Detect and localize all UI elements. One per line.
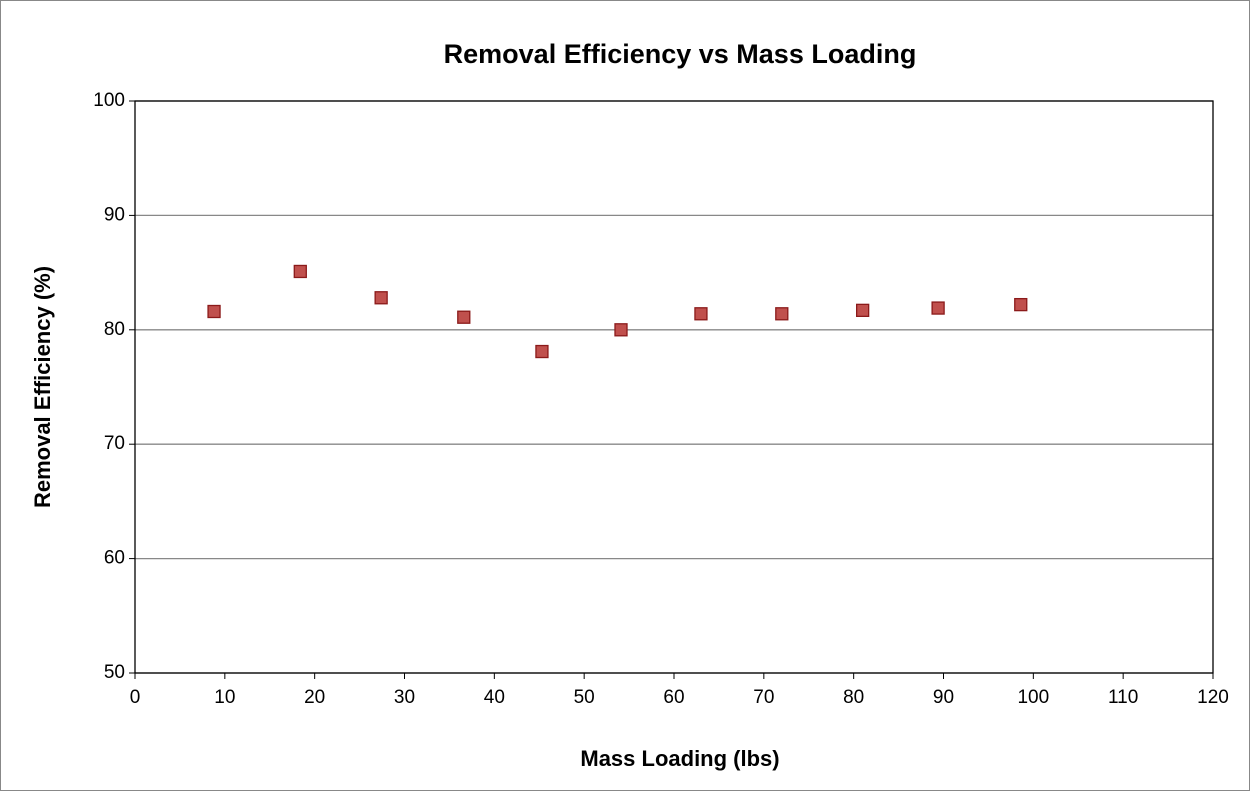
point — [535, 344, 549, 359]
y-tick-label: 60 — [104, 548, 125, 569]
x-tick-label: 50 — [574, 687, 595, 708]
y-tick-label: 50 — [104, 662, 125, 683]
x-tick-label: 90 — [933, 687, 954, 708]
point — [775, 307, 789, 321]
point — [374, 291, 388, 305]
y-tick-label: 70 — [104, 433, 125, 454]
point — [207, 304, 221, 319]
plot-border — [134, 100, 1214, 674]
point — [457, 310, 471, 324]
x-tick-label: 80 — [843, 687, 864, 708]
x-tick-label: 30 — [394, 687, 415, 708]
point — [694, 307, 708, 321]
point — [1014, 297, 1028, 312]
y-tick-label: 90 — [104, 204, 125, 225]
point — [931, 301, 945, 315]
x-tick-label: 100 — [1017, 687, 1049, 708]
x-tick-label: 0 — [130, 687, 141, 708]
x-tick-label: 120 — [1197, 687, 1229, 708]
point — [614, 323, 628, 337]
chart-title: Removal Efficiency vs Mass Loading — [444, 39, 917, 69]
x-tick-label: 70 — [753, 687, 774, 708]
x-tick-label: 110 — [1108, 687, 1138, 708]
x-tick-label: 40 — [484, 687, 505, 708]
x-tick-label: 20 — [304, 687, 325, 708]
y-tick-label: 80 — [104, 319, 125, 340]
point — [856, 303, 870, 318]
y-tick-label: 100 — [93, 90, 125, 111]
x-tick-label: 60 — [663, 687, 684, 708]
point — [293, 264, 307, 279]
x-axis-title: Mass Loading (lbs) — [580, 746, 779, 771]
x-tick-label: 10 — [214, 687, 235, 708]
y-axis-title: Removal Efficiency (%) — [30, 266, 55, 508]
